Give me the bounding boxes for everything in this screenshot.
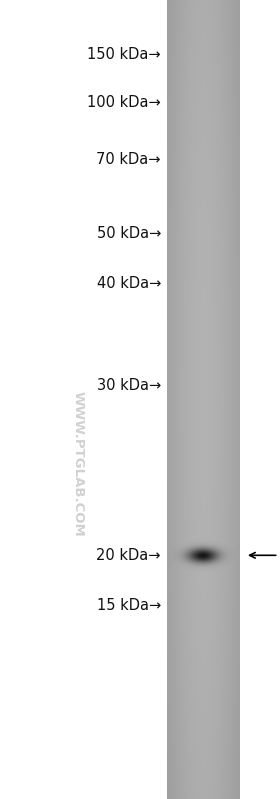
- Text: 40 kDa→: 40 kDa→: [97, 276, 161, 291]
- Text: 50 kDa→: 50 kDa→: [97, 226, 161, 240]
- Text: WWW.PTGLAB.COM: WWW.PTGLAB.COM: [72, 391, 85, 536]
- Text: 15 kDa→: 15 kDa→: [97, 598, 161, 613]
- Text: 70 kDa→: 70 kDa→: [97, 153, 161, 167]
- Text: 20 kDa→: 20 kDa→: [97, 548, 161, 562]
- Text: 150 kDa→: 150 kDa→: [87, 47, 161, 62]
- Text: 30 kDa→: 30 kDa→: [97, 379, 161, 393]
- Text: 100 kDa→: 100 kDa→: [87, 95, 161, 109]
